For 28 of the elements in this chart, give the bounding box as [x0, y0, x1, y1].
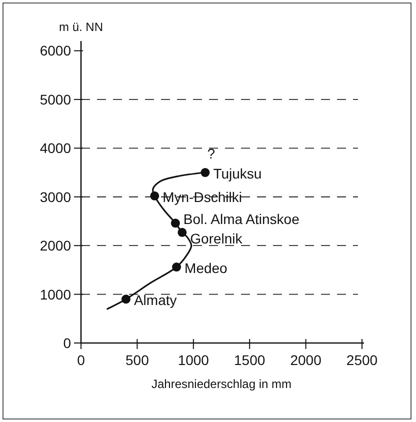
- y-axis-title: m ü. NN: [58, 20, 104, 34]
- annotation: Tujuksu: [213, 166, 262, 182]
- y-tick-label: 4000: [40, 140, 72, 156]
- x-tick-label: 2000: [290, 352, 322, 368]
- y-tick-label: 5000: [40, 91, 72, 108]
- x-axis-title: Jahresniederschlag in mm: [151, 377, 292, 391]
- point: [150, 191, 160, 200]
- annotation: Almaty: [134, 292, 177, 308]
- x-tick-label: 500: [126, 352, 150, 368]
- point: [200, 168, 210, 178]
- x-tick-label: 0: [77, 352, 86, 368]
- point: [178, 228, 187, 237]
- annotation: ?: [207, 146, 216, 162]
- y-tick-label: 6000: [40, 42, 72, 59]
- x-tick-label: 1000: [178, 352, 210, 368]
- annotation: Myn-Dschilki: [162, 188, 242, 205]
- annotation: Bol. Alma Atinskoe: [183, 211, 300, 228]
- point: [121, 294, 130, 304]
- x-tick-label: 2500: [346, 352, 378, 368]
- y-tick-label: 0: [63, 335, 72, 351]
- point: [172, 262, 182, 272]
- y-tick-label: 3000: [40, 188, 72, 205]
- annotation: Medeo: [184, 260, 228, 276]
- y-tick-label: 2000: [40, 238, 72, 254]
- point: [170, 218, 180, 228]
- y-tick-label: 1000: [40, 286, 72, 302]
- annotation: Gorelnik: [190, 230, 244, 246]
- x-tick-label: 1500: [234, 352, 266, 368]
